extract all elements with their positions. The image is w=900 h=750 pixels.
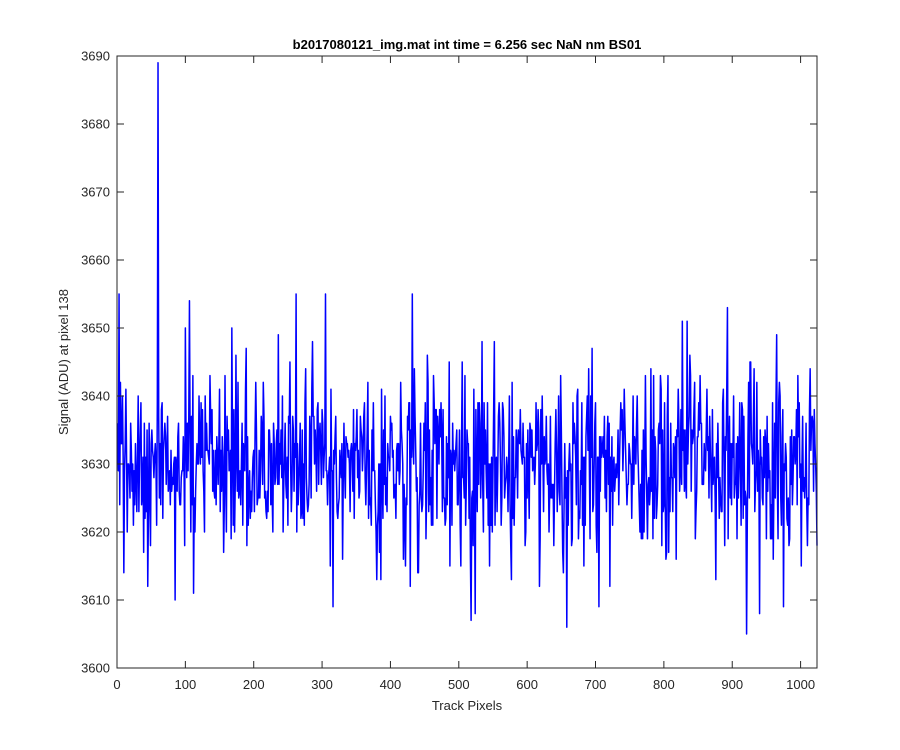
x-tick-label: 100: [175, 677, 197, 692]
x-tick-label: 200: [243, 677, 265, 692]
x-tick-label: 800: [653, 677, 675, 692]
y-tick-label: 3660: [81, 253, 110, 268]
plot-area: [117, 56, 817, 668]
x-tick-label: 400: [380, 677, 402, 692]
y-tick-label: 3630: [81, 457, 110, 472]
y-tick-label: 3680: [81, 117, 110, 132]
series-line: [116, 62, 818, 635]
y-tick-label: 3620: [81, 525, 110, 540]
x-tick-label: 900: [721, 677, 743, 692]
y-tick-label: 3640: [81, 389, 110, 404]
x-tick-label: 600: [516, 677, 538, 692]
y-axis-label: Signal (ADU) at pixel 138: [56, 289, 71, 435]
y-tick-label: 3600: [81, 661, 110, 676]
x-axis-label: Track Pixels: [432, 698, 503, 713]
axes-box: [116, 55, 818, 669]
tick-layer: 0 100 200 300 400 500 600 700 800 900 1000 3600 3610…: [81, 49, 817, 692]
y-tick-label: 3690: [81, 49, 110, 64]
x-tick-label: 1000: [786, 677, 815, 692]
x-tick-label: 300: [311, 677, 333, 692]
x-tick-label: 500: [448, 677, 470, 692]
chart-title: b2017080121_img.mat int time = 6.256 sec…: [293, 37, 642, 52]
series-layer: [116, 62, 818, 635]
x-tick-label: 700: [585, 677, 607, 692]
y-tick-label: 3610: [81, 593, 110, 608]
x-tick-label: 0: [113, 677, 120, 692]
y-tick-label: 3670: [81, 185, 110, 200]
y-tick-label: 3650: [81, 321, 110, 336]
